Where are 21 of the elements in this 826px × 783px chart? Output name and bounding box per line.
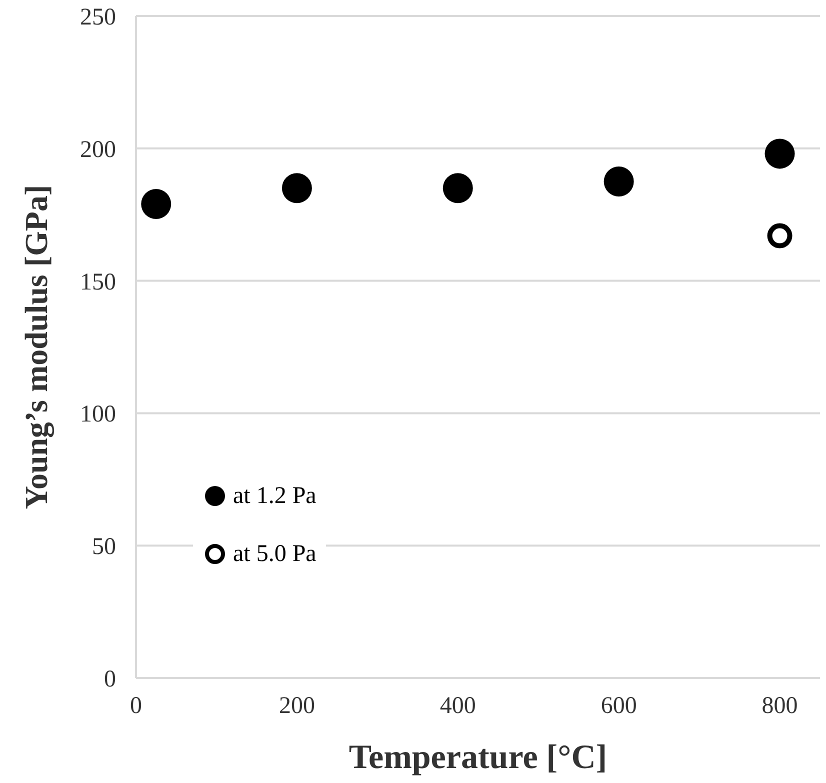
point	[767, 223, 792, 248]
point	[604, 166, 634, 196]
x-tick-label: 0	[130, 693, 142, 720]
y-tick-label: 100	[80, 402, 116, 428]
point	[141, 189, 172, 220]
point	[764, 138, 795, 169]
x-tick-label: 200	[278, 693, 315, 720]
y-tick-label: 50	[92, 534, 116, 560]
y-axis-title: Young’s modulus [GPa]	[18, 184, 55, 510]
point	[282, 173, 312, 204]
x-tick-label: 400	[440, 693, 476, 720]
y-tick-label: 250	[80, 4, 116, 31]
legend-label: at 5.0 Pa	[233, 540, 316, 568]
legend-label: at 1.2 Pa	[233, 482, 316, 510]
y-tick-label: 150	[80, 269, 116, 296]
y-tick-label: 0	[104, 666, 116, 693]
x-axis-title: Temperature [°C]	[348, 739, 608, 776]
point	[442, 173, 473, 204]
y-tick-label: 200	[80, 136, 116, 163]
x-tick-label: 600	[600, 693, 637, 720]
x-tick-label: 800	[762, 693, 798, 720]
